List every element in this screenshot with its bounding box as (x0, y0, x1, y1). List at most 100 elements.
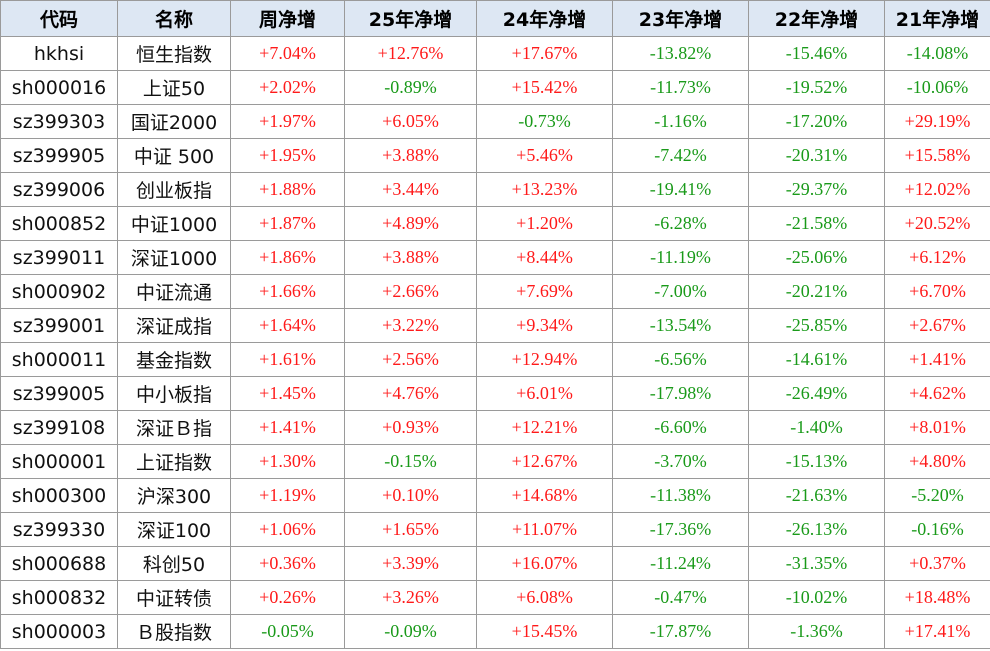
change-cell: +16.07% (476, 546, 613, 581)
code-cell: sz399330 (0, 512, 118, 547)
change-cell: -25.85% (748, 308, 885, 343)
change-cell: -14.08% (884, 36, 990, 71)
change-cell: +12.21% (476, 410, 613, 445)
change-cell: -3.70% (612, 444, 749, 479)
header-cell: 24年净增 (476, 0, 613, 37)
table-row: sh000902 中证流通 +1.66% +2.66% +7.69% -7.00% -20.… (0, 274, 990, 309)
change-cell: +6.05% (344, 104, 477, 139)
change-cell: +3.22% (344, 308, 477, 343)
name-cell: Ｂ股指数 (117, 614, 231, 649)
change-cell: +7.04% (230, 36, 345, 71)
change-cell: +2.67% (884, 308, 990, 343)
change-cell: -10.02% (748, 580, 885, 615)
change-cell: -21.58% (748, 206, 885, 241)
name-cell: 中证1000 (117, 206, 231, 241)
change-cell: -20.31% (748, 138, 885, 173)
change-cell: -19.52% (748, 70, 885, 105)
name-cell: 深证成指 (117, 308, 231, 343)
change-cell: -17.87% (612, 614, 749, 649)
name-cell: 科创50 (117, 546, 231, 581)
change-cell: -19.41% (612, 172, 749, 207)
change-cell: +1.20% (476, 206, 613, 241)
change-cell: +18.48% (884, 580, 990, 615)
change-cell: +8.44% (476, 240, 613, 275)
change-cell: -17.36% (612, 512, 749, 547)
change-cell: +1.66% (230, 274, 345, 309)
name-cell: 深证Ｂ指 (117, 410, 231, 445)
change-cell: +2.66% (344, 274, 477, 309)
change-cell: +1.86% (230, 240, 345, 275)
change-cell: +4.80% (884, 444, 990, 479)
change-cell: -17.98% (612, 376, 749, 411)
change-cell: +1.41% (884, 342, 990, 377)
change-cell: +1.97% (230, 104, 345, 139)
change-cell: +1.64% (230, 308, 345, 343)
name-cell: 基金指数 (117, 342, 231, 377)
name-cell: 深证100 (117, 512, 231, 547)
change-cell: +6.70% (884, 274, 990, 309)
change-cell: -0.15% (344, 444, 477, 479)
code-cell: sz399006 (0, 172, 118, 207)
code-cell: sh000011 (0, 342, 118, 377)
change-cell: -1.36% (748, 614, 885, 649)
change-cell: +11.07% (476, 512, 613, 547)
code-cell: sh000001 (0, 444, 118, 479)
name-cell: 恒生指数 (117, 36, 231, 71)
table-row: sz399001 深证成指 +1.64% +3.22% +9.34% -13.54% -25… (0, 308, 990, 343)
change-cell: -29.37% (748, 172, 885, 207)
change-cell: +29.19% (884, 104, 990, 139)
code-cell: sz399905 (0, 138, 118, 173)
change-cell: -26.49% (748, 376, 885, 411)
code-cell: sz399001 (0, 308, 118, 343)
change-cell: -7.42% (612, 138, 749, 173)
name-cell: 上证指数 (117, 444, 231, 479)
change-cell: -7.00% (612, 274, 749, 309)
code-cell: sz399005 (0, 376, 118, 411)
name-cell: 中证 500 (117, 138, 231, 173)
change-cell: +1.45% (230, 376, 345, 411)
change-cell: -13.82% (612, 36, 749, 71)
table-row: sh000003 Ｂ股指数 -0.05% -0.09% +15.45% -17.87% -1… (0, 614, 990, 649)
change-cell: +17.67% (476, 36, 613, 71)
change-cell: +4.89% (344, 206, 477, 241)
change-cell: +0.10% (344, 478, 477, 513)
code-cell: sh000832 (0, 580, 118, 615)
header-cell: 21年净增 (884, 0, 990, 37)
code-cell: sz399108 (0, 410, 118, 445)
change-cell: -0.16% (884, 512, 990, 547)
change-cell: +3.39% (344, 546, 477, 581)
change-cell: -15.46% (748, 36, 885, 71)
header-cell: 代码 (0, 0, 118, 37)
header-cell: 25年净增 (344, 0, 477, 37)
code-cell: sh000852 (0, 206, 118, 241)
table-row: sh000016 上证50 +2.02% -0.89% +15.42% -11.73% -1… (0, 70, 990, 105)
table-row: sz399303 国证2000 +1.97% +6.05% -0.73% -1.16% -1… (0, 104, 990, 139)
table-row: sz399005 中小板指 +1.45% +4.76% +6.01% -17.98% -26… (0, 376, 990, 411)
name-cell: 中证流通 (117, 274, 231, 309)
change-cell: -6.56% (612, 342, 749, 377)
change-cell: -0.89% (344, 70, 477, 105)
name-cell: 中小板指 (117, 376, 231, 411)
change-cell: -0.47% (612, 580, 749, 615)
change-cell: +2.02% (230, 70, 345, 105)
change-cell: +0.37% (884, 546, 990, 581)
change-cell: +12.02% (884, 172, 990, 207)
change-cell: +1.61% (230, 342, 345, 377)
header-row: 代码 名称 周净增 25年净增 24年净增 23年净增 22年净增 21年净增 (0, 0, 990, 37)
table-row: sz399006 创业板指 +1.88% +3.44% +13.23% -19.41% -2… (0, 172, 990, 207)
code-cell: sh000003 (0, 614, 118, 649)
name-cell: 沪深300 (117, 478, 231, 513)
table-row: sz399905 中证 500 +1.95% +3.88% +5.46% -7.42% -2… (0, 138, 990, 173)
header-cell: 23年净增 (612, 0, 749, 37)
change-cell: -21.63% (748, 478, 885, 513)
name-cell: 上证50 (117, 70, 231, 105)
change-cell: +1.65% (344, 512, 477, 547)
change-cell: +8.01% (884, 410, 990, 445)
change-cell: +15.45% (476, 614, 613, 649)
header-cell: 名称 (117, 0, 231, 37)
change-cell: +9.34% (476, 308, 613, 343)
change-cell: -13.54% (612, 308, 749, 343)
change-cell: -11.24% (612, 546, 749, 581)
change-cell: +5.46% (476, 138, 613, 173)
